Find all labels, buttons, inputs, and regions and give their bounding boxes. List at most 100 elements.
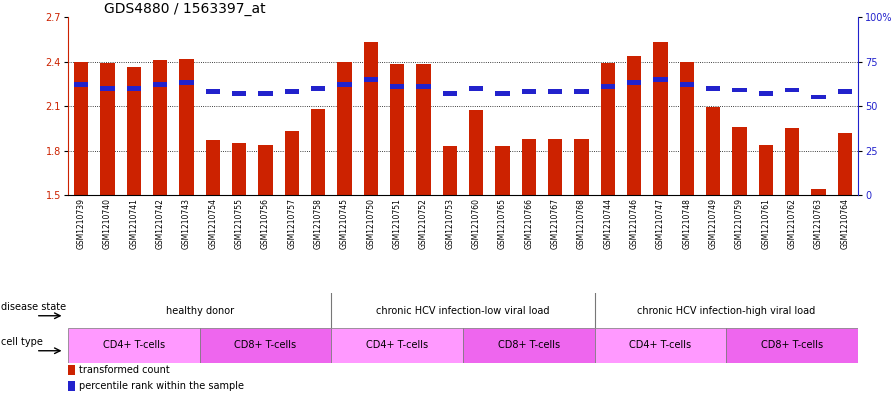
Bar: [469, 86, 484, 90]
Bar: [469, 110, 484, 195]
Text: cell type: cell type: [1, 336, 43, 347]
Text: GSM1210764: GSM1210764: [840, 198, 849, 249]
Bar: [521, 139, 536, 195]
Bar: [627, 55, 642, 195]
Bar: [337, 61, 352, 195]
Bar: [68, 328, 200, 363]
Text: GSM1210739: GSM1210739: [77, 198, 86, 249]
Bar: [364, 42, 378, 195]
Bar: [311, 86, 325, 90]
Text: GSM1210741: GSM1210741: [129, 198, 138, 249]
Text: GSM1210740: GSM1210740: [103, 198, 112, 249]
Bar: [548, 89, 563, 94]
Bar: [205, 89, 220, 94]
Bar: [232, 91, 246, 96]
Bar: [364, 77, 378, 82]
Bar: [100, 86, 115, 90]
Bar: [417, 84, 431, 89]
Bar: [600, 84, 615, 89]
Text: CD4+ T-cells: CD4+ T-cells: [629, 340, 692, 351]
Bar: [200, 328, 332, 363]
Text: percentile rank within the sample: percentile rank within the sample: [79, 381, 244, 391]
Text: CD4+ T-cells: CD4+ T-cells: [103, 340, 165, 351]
Text: GSM1210763: GSM1210763: [814, 198, 823, 249]
Text: GSM1210760: GSM1210760: [471, 198, 480, 249]
Bar: [126, 68, 141, 195]
Text: GSM1210762: GSM1210762: [788, 198, 797, 249]
Bar: [785, 88, 799, 92]
Bar: [285, 89, 299, 94]
Text: GSM1210759: GSM1210759: [735, 198, 744, 249]
Bar: [258, 145, 272, 195]
Text: GSM1210748: GSM1210748: [683, 198, 692, 249]
Text: GSM1210757: GSM1210757: [288, 198, 297, 249]
Bar: [838, 133, 852, 195]
Bar: [153, 60, 168, 195]
Bar: [732, 127, 746, 195]
Bar: [600, 63, 615, 195]
Bar: [232, 143, 246, 195]
Bar: [443, 91, 457, 96]
Text: GSM1210742: GSM1210742: [156, 198, 165, 249]
Bar: [548, 139, 563, 195]
Text: GSM1210752: GSM1210752: [419, 198, 428, 249]
Bar: [100, 63, 115, 195]
Bar: [811, 95, 826, 99]
Text: chronic HCV infection-low viral load: chronic HCV infection-low viral load: [376, 305, 550, 316]
Bar: [463, 328, 595, 363]
Bar: [390, 64, 404, 195]
Bar: [838, 89, 852, 94]
Text: GSM1210745: GSM1210745: [340, 198, 349, 249]
Text: GSM1210755: GSM1210755: [235, 198, 244, 249]
Bar: [759, 145, 773, 195]
Text: CD8+ T-cells: CD8+ T-cells: [761, 340, 823, 351]
Text: GSM1210749: GSM1210749: [709, 198, 718, 249]
Bar: [574, 89, 589, 94]
Text: CD8+ T-cells: CD8+ T-cells: [235, 340, 297, 351]
Bar: [417, 64, 431, 195]
Text: GSM1210743: GSM1210743: [182, 198, 191, 249]
Text: GSM1210754: GSM1210754: [209, 198, 218, 249]
Text: GSM1210753: GSM1210753: [445, 198, 454, 249]
Bar: [759, 91, 773, 96]
Text: GSM1210750: GSM1210750: [366, 198, 375, 249]
Bar: [732, 88, 746, 92]
Bar: [74, 61, 89, 195]
Text: CD8+ T-cells: CD8+ T-cells: [498, 340, 560, 351]
Bar: [332, 328, 463, 363]
Bar: [521, 89, 536, 94]
Bar: [706, 107, 720, 195]
Bar: [311, 109, 325, 195]
Bar: [285, 131, 299, 195]
Text: GSM1210756: GSM1210756: [261, 198, 270, 249]
Bar: [727, 328, 858, 363]
Bar: [179, 59, 194, 195]
Bar: [627, 81, 642, 85]
Text: disease state: disease state: [1, 301, 66, 312]
Bar: [390, 84, 404, 89]
Bar: [679, 61, 694, 195]
Text: GSM1210746: GSM1210746: [630, 198, 639, 249]
Text: GSM1210765: GSM1210765: [498, 198, 507, 249]
Bar: [653, 77, 668, 82]
Bar: [74, 82, 89, 87]
Text: chronic HCV infection-high viral load: chronic HCV infection-high viral load: [637, 305, 815, 316]
Text: GSM1210767: GSM1210767: [551, 198, 560, 249]
Text: healthy donor: healthy donor: [166, 305, 234, 316]
Text: GSM1210747: GSM1210747: [656, 198, 665, 249]
Bar: [785, 128, 799, 195]
Bar: [706, 86, 720, 90]
Text: CD4+ T-cells: CD4+ T-cells: [366, 340, 428, 351]
Bar: [495, 146, 510, 195]
Bar: [179, 81, 194, 85]
Text: GSM1210758: GSM1210758: [314, 198, 323, 249]
Text: transformed count: transformed count: [79, 365, 169, 375]
Bar: [205, 140, 220, 195]
Bar: [811, 189, 826, 195]
Text: GDS4880 / 1563397_at: GDS4880 / 1563397_at: [104, 2, 265, 16]
Bar: [679, 82, 694, 87]
Text: GSM1210751: GSM1210751: [392, 198, 401, 249]
Bar: [595, 328, 727, 363]
Text: GSM1210761: GSM1210761: [762, 198, 771, 249]
Bar: [495, 91, 510, 96]
